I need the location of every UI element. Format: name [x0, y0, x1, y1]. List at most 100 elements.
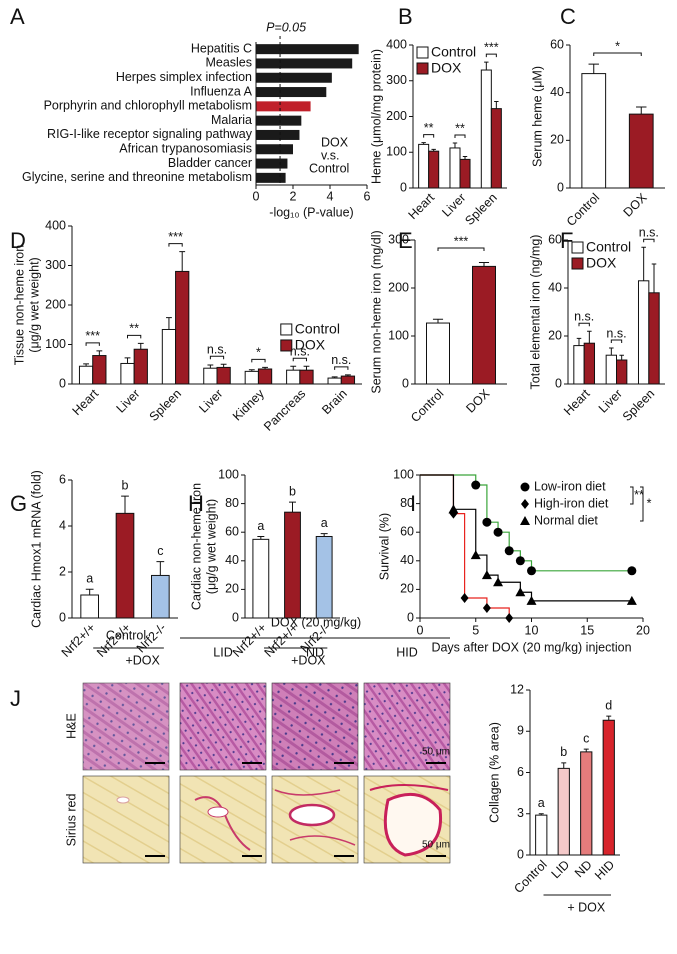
y-tick-label: 100: [218, 467, 239, 481]
bar: [648, 292, 660, 385]
survival-step: [420, 474, 455, 510]
y-tick-label: 20: [225, 582, 239, 596]
panel-letter: B: [398, 4, 413, 29]
significance-bracket: [292, 357, 307, 362]
fibrosis: [274, 789, 356, 846]
bar: [133, 348, 148, 385]
histology-title: DOX (20 mg/kg): [271, 615, 361, 629]
survival-step: [475, 484, 488, 523]
legend-swatch: [416, 46, 429, 59]
significance-bracket: [209, 355, 225, 360]
column-label: Control: [106, 628, 146, 642]
significance-bracket: [127, 334, 142, 339]
significance-bracket: [610, 339, 623, 343]
panel-letter: I: [410, 491, 416, 516]
bar: [115, 512, 135, 619]
significance-label: ***: [85, 329, 100, 343]
y-tick-label: 0: [557, 180, 564, 194]
y-tick-label: 200: [388, 280, 409, 294]
x-tick-label: Heart: [406, 190, 438, 222]
y-tick-label: 6: [59, 472, 66, 486]
bar: [216, 366, 231, 385]
x-tick-label: 4: [327, 189, 334, 203]
bar: [256, 129, 300, 140]
y-tick-label: 60: [550, 37, 564, 51]
column-label: LID: [213, 645, 232, 659]
bar: [284, 511, 301, 619]
error-bar: [432, 318, 444, 324]
error-bar: [587, 330, 592, 344]
y-tick-label: 40: [225, 553, 239, 567]
significance-bracket: [593, 52, 642, 56]
y-tick-label: 12: [510, 682, 524, 696]
bar: [161, 328, 177, 385]
error-bar: [121, 495, 129, 514]
x-tick-label: 10: [525, 623, 539, 637]
marker: [482, 602, 491, 613]
significance-label: n.s.: [639, 225, 659, 239]
significance-bracket: [630, 486, 634, 505]
y-axis-label: Heme (μmol/mg protein): [369, 49, 383, 184]
error-bar: [588, 63, 599, 74]
category-label: Malaria: [211, 113, 252, 127]
legend-label: Control: [586, 239, 631, 255]
bar: [581, 73, 607, 189]
panel-letter: D: [10, 228, 26, 253]
error-bar: [538, 813, 544, 816]
category-label: Measles: [205, 56, 252, 70]
marker: [482, 517, 492, 527]
category-label: African trypanosomiasis: [119, 142, 252, 156]
bar: [583, 342, 596, 385]
y-axis-label: Serum heme (μM): [530, 66, 544, 167]
error-bar: [583, 748, 589, 752]
error-bar: [124, 357, 131, 364]
y-axis-label: Serum non-heme iron (mg/dl): [369, 230, 383, 393]
marker: [448, 504, 459, 514]
bar: [573, 345, 585, 385]
scale-bar-label: 50 μm: [422, 747, 450, 758]
image-tile: [179, 682, 267, 771]
significance-label: *: [615, 39, 620, 53]
x-tick-label: Heart: [70, 386, 102, 418]
group-letter: a: [321, 516, 328, 530]
significance-bracket: [485, 53, 497, 58]
group-letter: b: [289, 484, 296, 498]
x-tick-label: 15: [580, 623, 594, 637]
significance-bracket: [85, 342, 100, 346]
panel-letter: H: [188, 491, 204, 516]
x-tick-label: Spleen: [462, 191, 499, 228]
error-bar: [220, 363, 227, 368]
bar: [557, 767, 570, 856]
error-bar: [137, 342, 144, 350]
vessel: [207, 806, 229, 818]
significance-label: *: [256, 346, 261, 360]
error-bar: [344, 374, 351, 377]
x-tick-label: Liver: [196, 387, 225, 416]
error-bar: [431, 148, 436, 152]
category-label: RIG-I-like receptor signaling pathway: [47, 127, 253, 141]
y-tick-label: 0: [402, 376, 409, 390]
y-tick-label: 200: [386, 109, 407, 123]
vessel: [116, 796, 130, 804]
group-letter: c: [583, 731, 589, 745]
error-bar: [96, 350, 103, 356]
panel-letter: C: [560, 4, 576, 29]
group-label: +DOX: [291, 653, 326, 667]
reference-label: P=0.05: [266, 20, 306, 34]
error-bar: [290, 365, 297, 371]
legend-label: Normal diet: [534, 513, 598, 527]
survival-step: [475, 554, 488, 576]
bar: [286, 369, 301, 385]
bar: [256, 144, 293, 155]
x-tick-label: Control: [511, 858, 549, 896]
y-axis-label: Collagen (% area): [487, 722, 501, 823]
significance-label: **: [455, 121, 465, 135]
error-bar: [179, 251, 186, 272]
y-axis-label: Total elemental iron (ng/mg): [528, 235, 542, 390]
category-label: Bladder cancer: [168, 156, 252, 170]
legend-label: Control: [431, 44, 476, 60]
annotation: Control: [309, 161, 349, 175]
survival-step: [420, 474, 455, 514]
